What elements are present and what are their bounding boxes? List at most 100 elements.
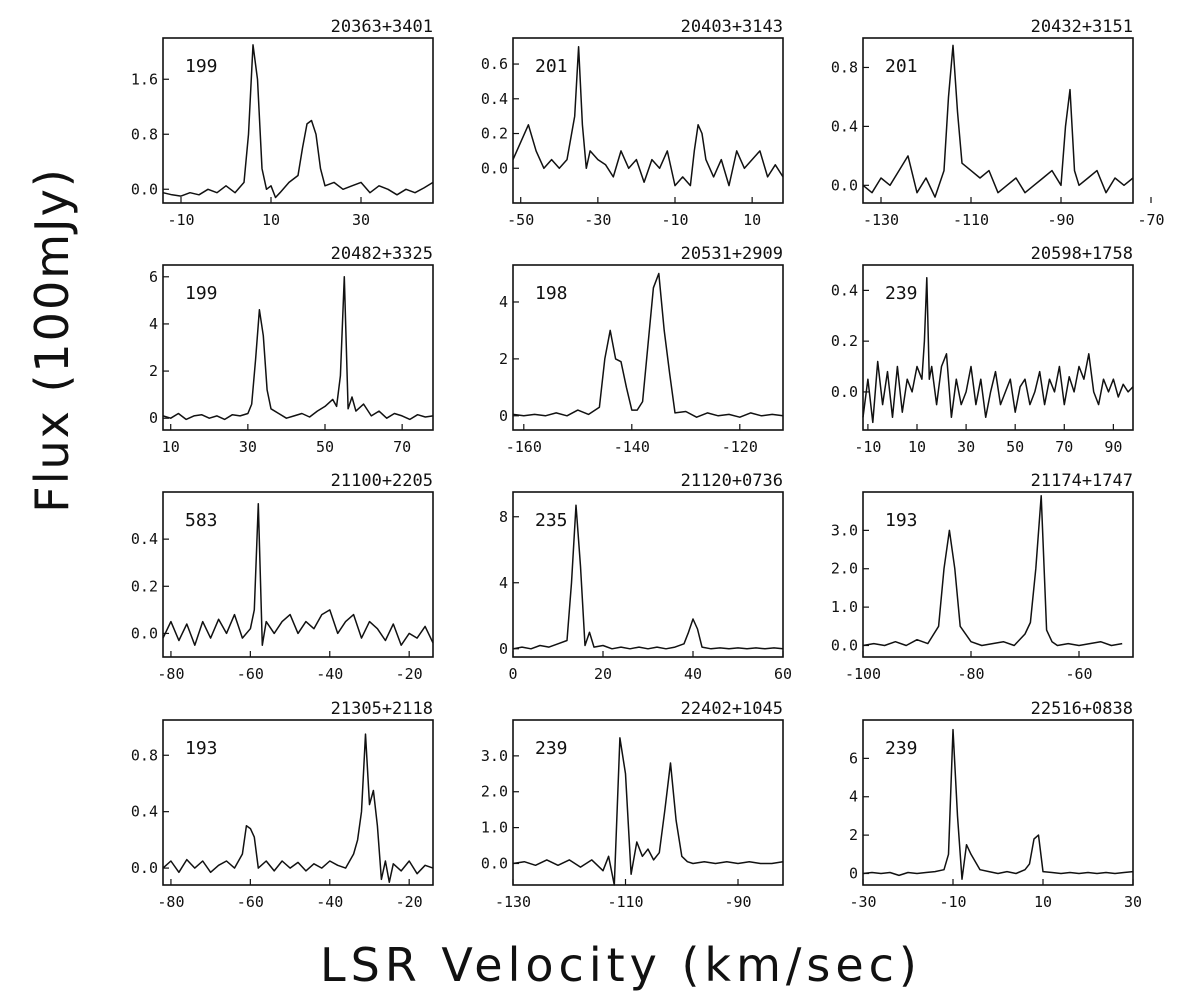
plot-frame <box>862 719 1134 886</box>
y-tick-label: 4 <box>499 293 508 311</box>
y-tick-label: 0.4 <box>831 117 858 135</box>
y-tick-label: 0 <box>499 640 508 658</box>
y-tick-label: 0.8 <box>131 746 158 764</box>
x-tick-label: -30 <box>849 893 876 911</box>
y-tick-label: 2 <box>849 826 858 844</box>
spectrum-line <box>862 728 1134 880</box>
panel-title: 20403+3143 <box>681 17 783 37</box>
x-tick-label: -10 <box>661 211 688 229</box>
x-tick-label: -40 <box>316 665 343 683</box>
x-tick-label: -20 <box>396 665 423 683</box>
spectrum-line <box>162 733 434 883</box>
y-tick-label: 0.0 <box>831 636 858 654</box>
y-tick-label: 3.0 <box>831 521 858 539</box>
plot-frame <box>862 37 1134 204</box>
x-tick-label: -100 <box>845 665 881 683</box>
y-tick-label: 0.6 <box>481 55 508 73</box>
panel-title: 21120+0736 <box>681 471 783 491</box>
panel-title: 20432+3151 <box>1031 17 1133 37</box>
spectrum-panel: 21120+0736 235 0 20 40 60 0 4 8 <box>499 471 792 683</box>
panel-title: 21174+1747 <box>1031 471 1133 491</box>
y-tick-label: 0.0 <box>131 624 158 642</box>
x-tick-label: -20 <box>396 893 423 911</box>
x-tick-label: 10 <box>262 211 280 229</box>
x-tick-label: -10 <box>854 438 881 456</box>
spectrum-panel: 20531+2909 198 -160 -140 -120 0 2 4 <box>499 244 784 456</box>
plot-frame <box>512 719 784 886</box>
y-tick-label: 4 <box>849 788 858 806</box>
x-tick-label: -130 <box>863 211 899 229</box>
spectrum-panel: 22402+1045 239 -130 -110 -90 0.0 1.0 2.0 3.0 <box>481 699 784 911</box>
panel-title: 21305+2118 <box>331 699 433 719</box>
plot-frame <box>512 37 784 204</box>
y-tick-label: 0.4 <box>481 90 508 108</box>
y-tick-label: 2.0 <box>481 783 508 801</box>
x-tick-label: 30 <box>352 211 370 229</box>
spectrum-panel: 21100+2205 583 -80 -60 -40 -20 0.0 0.2 0.4 <box>131 471 434 683</box>
panel-number-label: 239 <box>535 738 568 759</box>
x-tick-label: 30 <box>1124 893 1142 911</box>
plot-frame <box>162 719 434 886</box>
x-tick-label: 90 <box>1104 438 1122 456</box>
spectrum-line <box>512 272 784 418</box>
spectrum-panel: 22516+0838 239 -30 -10 10 30 0 2 4 6 <box>849 699 1142 911</box>
y-tick-label: 0.2 <box>131 577 158 595</box>
x-tick-label: -60 <box>237 893 264 911</box>
y-tick-label: 0.8 <box>831 58 858 76</box>
x-tick-label: -80 <box>157 665 184 683</box>
x-tick-label: -80 <box>957 665 984 683</box>
panel-number-label: 201 <box>885 56 918 77</box>
spectrum-line <box>512 45 784 187</box>
x-tick-label: -30 <box>584 211 611 229</box>
x-tick-label: -50 <box>507 211 534 229</box>
spectrum-line <box>862 495 1123 647</box>
x-tick-label: -120 <box>722 438 758 456</box>
x-tick-label: -90 <box>724 893 751 911</box>
x-tick-label: -80 <box>157 893 184 911</box>
x-tick-label: 0 <box>508 665 517 683</box>
y-tick-label: 2 <box>149 362 158 380</box>
panel-number-label: 583 <box>185 510 218 531</box>
y-tick-label: 0.4 <box>831 281 858 299</box>
spectrum-line <box>512 737 784 886</box>
panel-title: 22516+0838 <box>1031 699 1133 719</box>
y-tick-label: 0 <box>149 409 158 427</box>
y-tick-label: 0.4 <box>131 803 158 821</box>
x-tick-label: 10 <box>162 438 180 456</box>
y-tick-label: 0.2 <box>831 332 858 350</box>
x-tick-label: 40 <box>684 665 702 683</box>
x-tick-label: -10 <box>939 893 966 911</box>
x-tick-label: 30 <box>239 438 257 456</box>
spectrum-panel: 21174+1747 193 -100 -80 -60 0.0 1.0 2.0 3.0 <box>831 471 1134 683</box>
y-tick-label: 2 <box>499 350 508 368</box>
panel-number-label: 198 <box>535 283 568 304</box>
x-tick-label: 10 <box>908 438 926 456</box>
x-tick-label: -70 <box>1137 211 1164 229</box>
plot-frame <box>862 491 1134 658</box>
x-tick-label: -60 <box>1065 665 1092 683</box>
spectrum-line <box>862 44 1134 198</box>
y-tick-label: 2.0 <box>831 560 858 578</box>
y-tick-label: 0.2 <box>481 125 508 143</box>
y-tick-label: 0 <box>849 864 858 882</box>
panel-number-label: 199 <box>185 56 218 77</box>
panel-number-label: 239 <box>885 283 918 304</box>
spectrum-panel: 20403+3143 201 -50 -30 -10 10 0.0 0.2 0.4 0.6 <box>481 17 784 229</box>
x-tick-label: 50 <box>316 438 334 456</box>
spectrum-panel: 20363+3401 199 -10 10 30 0.0 0.8 1.6 <box>131 17 434 229</box>
y-tick-label: 1.6 <box>131 70 158 88</box>
spectrum-line <box>162 44 434 199</box>
x-tick-label: -110 <box>953 211 989 229</box>
panel-title: 22402+1045 <box>681 699 783 719</box>
x-tick-label: 20 <box>594 665 612 683</box>
y-tick-label: 0.0 <box>831 176 858 194</box>
y-tick-label: 3.0 <box>481 747 508 765</box>
y-tick-label: 0.0 <box>481 854 508 872</box>
y-tick-label: 1.0 <box>481 819 508 837</box>
panel-number-label: 235 <box>535 510 568 531</box>
spectrum-line <box>512 504 784 650</box>
spectrum-panel: 20482+3325 199 10 30 50 70 0 2 4 6 <box>149 244 434 456</box>
x-tick-label: -110 <box>607 893 643 911</box>
y-tick-label: 0.0 <box>131 180 158 198</box>
y-tick-label: 6 <box>149 268 158 286</box>
